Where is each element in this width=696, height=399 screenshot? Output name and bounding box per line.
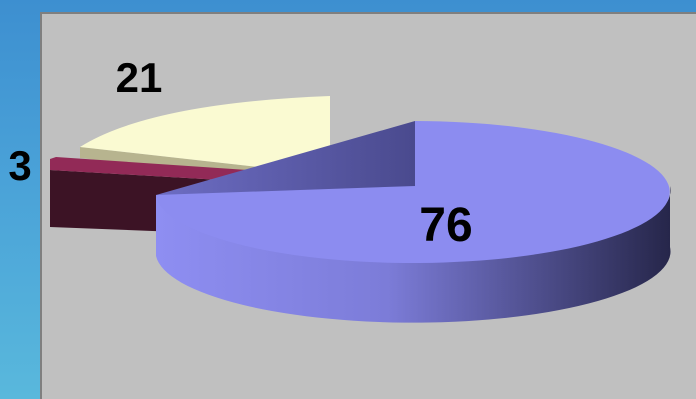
slice-76-wall	[156, 186, 671, 323]
slice-76	[156, 121, 671, 323]
label-3: 3	[8, 142, 31, 189]
label-21: 21	[116, 54, 163, 101]
slice-21-top	[80, 96, 330, 175]
slice-76-top	[156, 121, 670, 263]
label-76: 76	[419, 199, 472, 252]
